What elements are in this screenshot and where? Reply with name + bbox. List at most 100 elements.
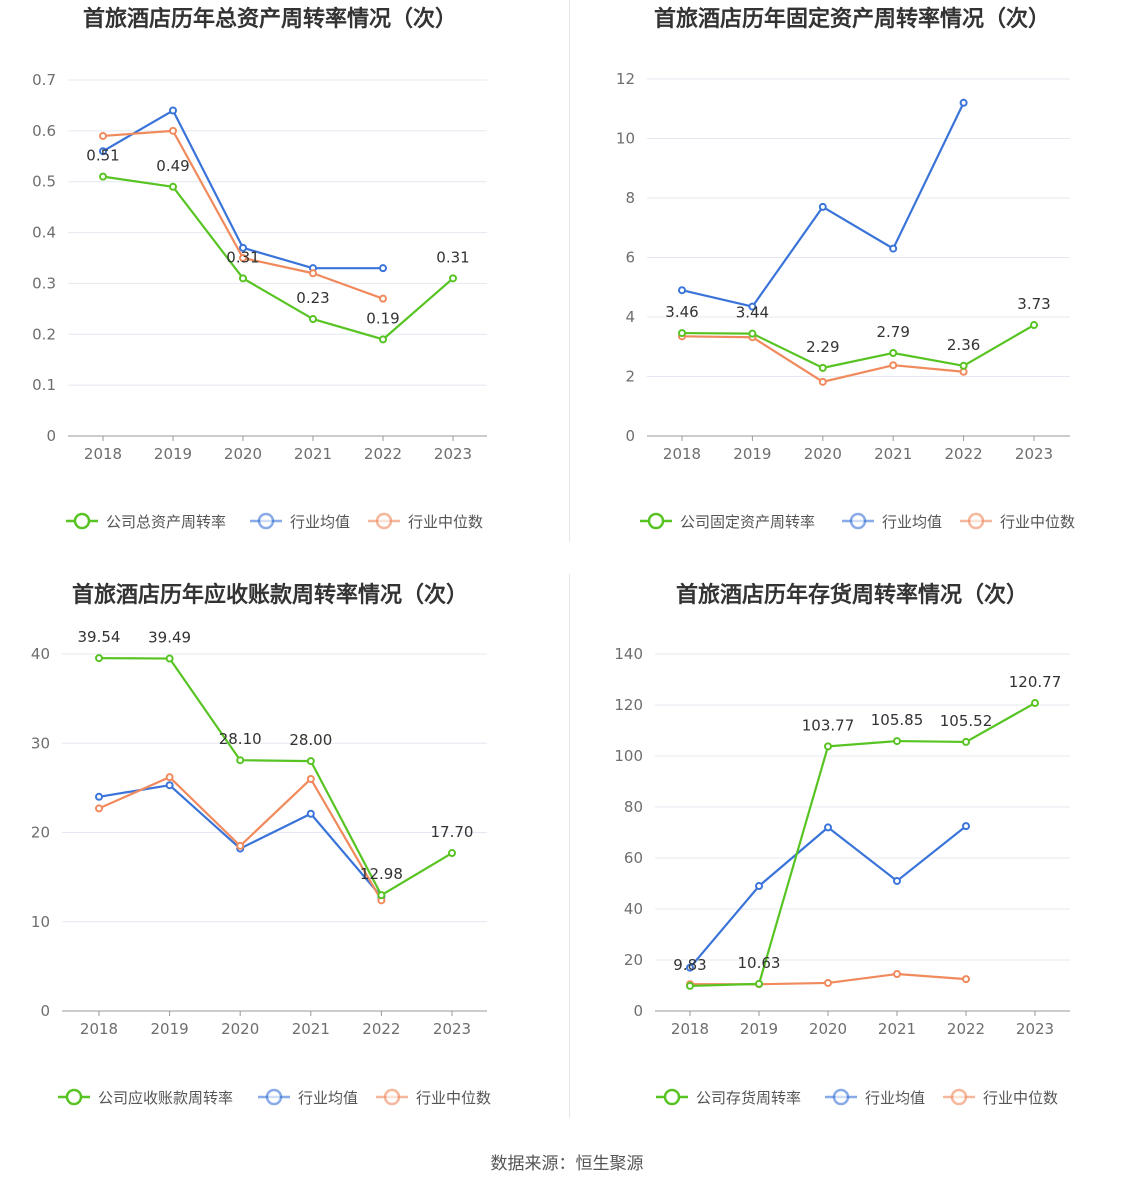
data-point-company	[165, 654, 174, 663]
x-tick-label: 2020	[804, 445, 842, 463]
chart-title: 首旅酒店历年总资产周转率情况（次）	[83, 6, 457, 32]
x-tick-label: 2021	[874, 445, 912, 463]
legend-item-avg[interactable]: 行业均值	[842, 512, 942, 531]
legend-marker-icon	[832, 1088, 850, 1106]
legend-item-company[interactable]: 公司总资产周转率	[66, 512, 226, 531]
legend-item-company[interactable]: 公司存货周转率	[656, 1088, 801, 1107]
data-label: 9.83	[673, 956, 706, 974]
legend-item-avg[interactable]: 行业均值	[825, 1088, 925, 1107]
data-point-median	[99, 131, 107, 140]
legend-item-median[interactable]: 行业中位数	[376, 1088, 491, 1107]
data-label: 2.29	[806, 338, 839, 356]
data-label: 0.19	[366, 309, 399, 327]
legend-label: 行业均值	[865, 1089, 925, 1107]
y-tick-label: 8	[625, 189, 635, 207]
data-label: 28.00	[289, 731, 332, 749]
y-tick-label: 0	[46, 427, 56, 445]
x-tick-label: 2022	[362, 1020, 400, 1038]
x-tick-label: 2020	[221, 1020, 259, 1038]
series-line-company	[689, 702, 1036, 988]
y-tick-label: 4	[625, 308, 635, 326]
data-label: 3.44	[736, 304, 769, 322]
data-point-avg	[755, 882, 763, 891]
data-label: 28.10	[219, 730, 262, 748]
data-point-avg	[748, 302, 757, 311]
chart-title: 首旅酒店历年应收账款周转率情况（次）	[72, 582, 468, 608]
legend-marker-icon	[967, 512, 985, 530]
data-point-company	[169, 182, 177, 191]
legend-item-median[interactable]: 行业中位数	[368, 512, 483, 531]
x-tick-label: 2021	[878, 1020, 916, 1038]
data-label: 103.77	[802, 716, 855, 734]
data-label: 0.51	[86, 147, 119, 165]
y-tick-label: 0.6	[32, 122, 56, 140]
y-tick-label: 10	[616, 130, 635, 148]
data-label: 0.31	[436, 248, 469, 266]
y-tick-label: 0	[633, 1002, 643, 1020]
data-point-company	[236, 756, 245, 765]
legend-item-avg[interactable]: 行业均值	[250, 512, 350, 531]
y-tick-label: 40	[624, 900, 643, 918]
legend-item-company[interactable]: 公司固定资产周转率	[640, 512, 815, 531]
data-point-median	[236, 841, 245, 850]
y-tick-label: 0.4	[32, 224, 56, 242]
y-tick-label: 0.7	[32, 71, 56, 89]
data-point-company	[818, 363, 827, 372]
data-point-company	[748, 329, 757, 338]
data-label: 120.77	[1009, 673, 1062, 691]
data-point-company	[1030, 321, 1038, 330]
legend-item-company[interactable]: 公司应收账款周转率	[58, 1088, 233, 1107]
data-label: 10.63	[738, 954, 781, 972]
data-point-company	[306, 757, 315, 766]
x-tick-label: 2023	[1016, 1020, 1054, 1038]
data-label: 105.85	[871, 711, 924, 729]
x-tick-label: 2023	[1015, 445, 1053, 463]
y-tick-label: 0.2	[32, 325, 56, 343]
legend-label: 公司总资产周转率	[106, 513, 226, 531]
series-line-median	[102, 129, 384, 300]
legend-marker-icon	[849, 512, 867, 530]
data-point-median	[95, 804, 103, 813]
data-point-avg	[306, 809, 315, 818]
chart-1: 首旅酒店历年总资产周转率情况（次） 0 0.1 0.2 0.3 0.4 0.5 0.6 0.7 2…	[32, 6, 487, 531]
y-tick-label: 80	[624, 798, 643, 816]
data-label: 39.49	[148, 629, 191, 647]
data-label: 3.73	[1017, 295, 1050, 313]
x-tick-label: 2022	[945, 445, 983, 463]
y-tick-label: 12	[616, 70, 635, 88]
data-point-avg	[239, 243, 247, 252]
data-point-company	[962, 737, 970, 746]
data-point-company	[379, 335, 387, 344]
data-point-company	[309, 315, 317, 324]
x-tick-label: 2018	[663, 445, 701, 463]
y-tick-label: 0.1	[32, 376, 56, 394]
x-tick-label: 2023	[433, 1020, 471, 1038]
legend-item-median[interactable]: 行业中位数	[960, 512, 1075, 531]
vertical-divider-bottom	[569, 574, 570, 1118]
y-tick-label: 20	[624, 951, 643, 969]
x-tick-label: 2021	[294, 445, 332, 463]
x-tick-label: 2018	[671, 1020, 709, 1038]
data-label: 0.23	[296, 289, 329, 307]
legend-marker-icon	[73, 512, 91, 530]
legend-marker-icon	[265, 1088, 283, 1106]
data-source: 数据来源：恒生聚源	[490, 1154, 644, 1174]
legend-label: 公司固定资产周转率	[680, 513, 815, 531]
data-label: 2.36	[947, 336, 980, 354]
data-point-company	[449, 274, 457, 283]
y-tick-label: 0	[40, 1002, 50, 1020]
legend-item-avg[interactable]: 行业均值	[258, 1088, 358, 1107]
x-tick-label: 2022	[947, 1020, 985, 1038]
data-point-company	[1031, 699, 1039, 708]
data-point-avg	[893, 876, 901, 885]
legend-label: 行业中位数	[1000, 513, 1075, 531]
series-line-company	[98, 657, 453, 897]
series-line-avg	[689, 825, 967, 969]
legend-item-median[interactable]: 行业中位数	[943, 1088, 1058, 1107]
legend-marker-icon	[663, 1088, 681, 1106]
y-tick-label: 0.5	[32, 173, 56, 191]
data-point-avg	[686, 963, 694, 972]
y-tick-label: 2	[625, 368, 635, 386]
charts-canvas: 首旅酒店历年总资产周转率情况（次） 0 0.1 0.2 0.3 0.4 0.5 0.6 0.7 2…	[31, 6, 1075, 1107]
data-label: 0.31	[226, 248, 259, 266]
